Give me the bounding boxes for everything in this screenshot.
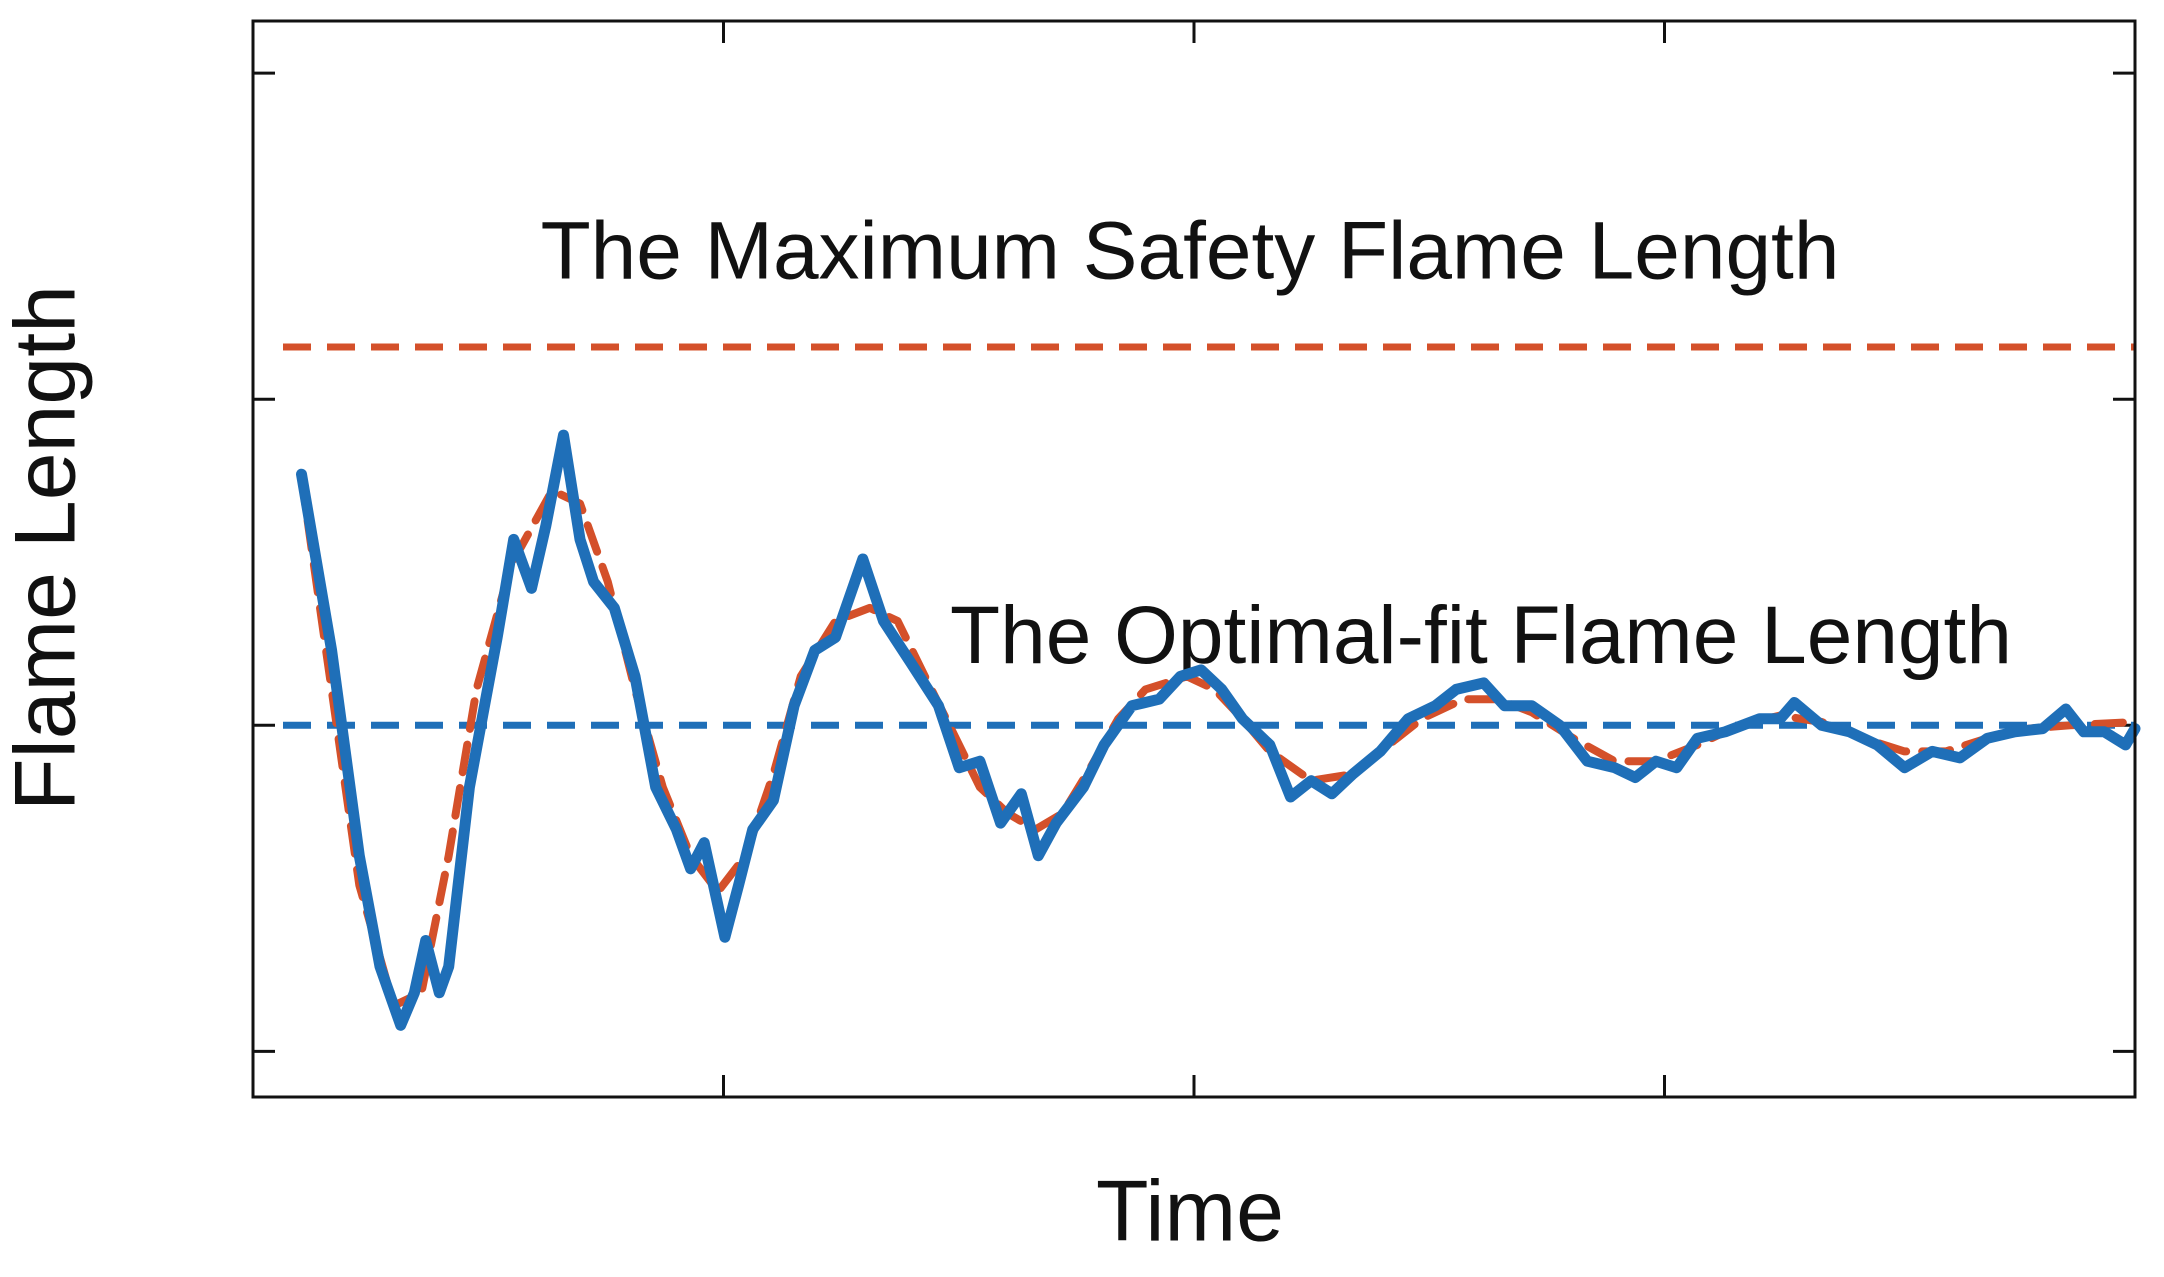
y-axis-label: Flame Length [0, 285, 94, 811]
reference-label: The Maximum Safety Flame Length [541, 206, 1840, 297]
x-axis-label: Time [1096, 1164, 1284, 1260]
plot-frame [251, 19, 2137, 1099]
data-line [296, 429, 2141, 1031]
reference-label: The Optimal-fit Flame Length [950, 590, 2012, 681]
